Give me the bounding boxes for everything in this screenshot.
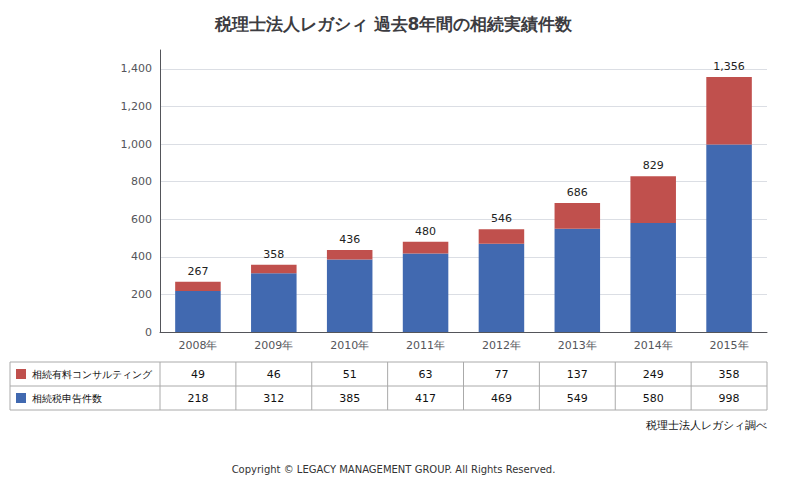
svg-text:0: 0 bbox=[145, 326, 152, 339]
svg-text:249: 249 bbox=[643, 368, 664, 381]
svg-text:385: 385 bbox=[339, 392, 360, 405]
svg-text:相続税申告件数: 相続税申告件数 bbox=[32, 393, 102, 404]
svg-text:829: 829 bbox=[643, 159, 664, 172]
svg-text:549: 549 bbox=[567, 392, 588, 405]
svg-text:358: 358 bbox=[263, 248, 284, 261]
svg-text:46: 46 bbox=[267, 368, 281, 381]
svg-text:63: 63 bbox=[419, 368, 433, 381]
svg-text:218: 218 bbox=[187, 392, 208, 405]
svg-text:2014年: 2014年 bbox=[634, 339, 673, 352]
svg-text:1,356: 1,356 bbox=[713, 60, 745, 73]
svg-text:417: 417 bbox=[415, 392, 436, 405]
svg-text:546: 546 bbox=[491, 212, 512, 225]
svg-text:1,200: 1,200 bbox=[121, 100, 153, 113]
svg-text:相続有料コンサルティング: 相続有料コンサルティング bbox=[32, 369, 153, 380]
svg-text:税理士法人レガシィ 過去8年間の相続実績件数: 税理士法人レガシィ 過去8年間の相続実績件数 bbox=[214, 14, 574, 34]
svg-text:2010年: 2010年 bbox=[330, 339, 369, 352]
svg-text:2012年: 2012年 bbox=[482, 339, 521, 352]
svg-text:137: 137 bbox=[567, 368, 588, 381]
svg-text:2011年: 2011年 bbox=[406, 339, 445, 352]
svg-text:312: 312 bbox=[263, 392, 284, 405]
svg-text:2008年: 2008年 bbox=[178, 339, 217, 352]
svg-text:1,000: 1,000 bbox=[121, 138, 153, 151]
svg-text:400: 400 bbox=[131, 250, 152, 263]
svg-text:267: 267 bbox=[187, 265, 208, 278]
svg-text:1,400: 1,400 bbox=[121, 62, 153, 75]
svg-text:200: 200 bbox=[131, 288, 152, 301]
svg-text:480: 480 bbox=[415, 225, 436, 238]
svg-text:580: 580 bbox=[643, 392, 664, 405]
svg-text:51: 51 bbox=[343, 368, 357, 381]
svg-text:469: 469 bbox=[491, 392, 512, 405]
svg-text:436: 436 bbox=[339, 233, 360, 246]
svg-text:686: 686 bbox=[567, 186, 588, 199]
svg-text:800: 800 bbox=[131, 175, 152, 188]
svg-text:358: 358 bbox=[719, 368, 740, 381]
svg-text:税理士法人レガシィ調べ: 税理士法人レガシィ調べ bbox=[646, 419, 767, 432]
svg-text:998: 998 bbox=[719, 392, 740, 405]
svg-text:77: 77 bbox=[494, 368, 508, 381]
svg-text:600: 600 bbox=[131, 213, 152, 226]
svg-text:49: 49 bbox=[191, 368, 205, 381]
svg-text:2013年: 2013年 bbox=[558, 339, 597, 352]
svg-text:2009年: 2009年 bbox=[254, 339, 293, 352]
svg-text:2015年: 2015年 bbox=[710, 339, 749, 352]
svg-text:Copyright © LEGACY MANAGEMENT: Copyright © LEGACY MANAGEMENT GROUP. All… bbox=[232, 464, 556, 475]
